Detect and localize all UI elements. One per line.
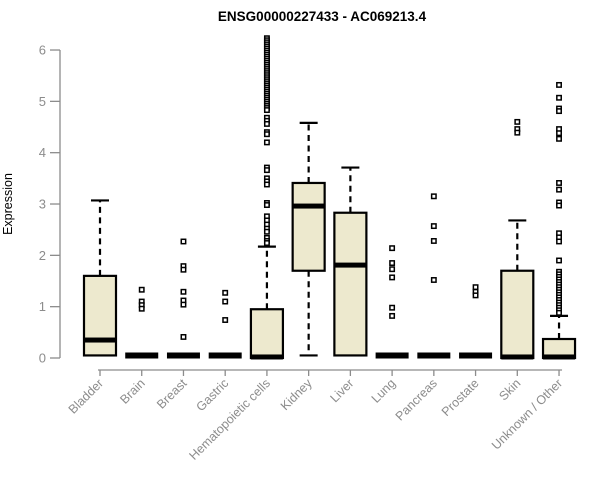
x-tick-label-pancreas: Pancreas xyxy=(393,376,440,423)
y-tick-label: 1 xyxy=(39,299,46,314)
outlier-point-skin xyxy=(514,129,521,136)
median-bladder xyxy=(84,337,116,343)
outlier-point-lung xyxy=(389,312,396,319)
outlier-point-unknown-other xyxy=(556,130,562,137)
outlier-point-pancreas xyxy=(430,277,437,283)
outlier-point-brain xyxy=(138,305,145,312)
outlier-point-lung xyxy=(389,260,396,266)
outlier-point-breast xyxy=(180,238,187,245)
outlier-point-breast xyxy=(180,288,187,295)
x-tick-label-gastric: Gastric xyxy=(193,376,231,414)
outlier-point-hematopoietic-cells xyxy=(263,107,270,114)
y-tick-label: 2 xyxy=(39,248,46,263)
box-skin xyxy=(500,269,535,360)
y-tick-label: 5 xyxy=(39,94,46,109)
x-tick-label-kidney: Kidney xyxy=(278,376,315,413)
zero-box-pancreas xyxy=(417,352,451,359)
outlier-point-unknown-other xyxy=(556,257,562,264)
outlier-point-pancreas xyxy=(430,238,437,244)
boxplot-data-layer xyxy=(82,35,577,360)
outlier-point-unknown-other xyxy=(556,180,562,186)
median-liver xyxy=(334,262,367,268)
outlier-point-hematopoietic-cells xyxy=(263,139,270,146)
y-tick-label: 6 xyxy=(39,43,46,58)
boxplot-brain xyxy=(125,286,159,359)
box-kidney xyxy=(291,181,326,272)
zero-box-prostate xyxy=(459,352,493,359)
outlier-point-hematopoietic-cells xyxy=(263,167,270,174)
outlier-point-unknown-other xyxy=(556,94,562,101)
box-bladder xyxy=(82,274,118,357)
x-tick-label-lung: Lung xyxy=(369,376,399,406)
outlier-point-unknown-other xyxy=(556,186,562,193)
box-liver xyxy=(333,211,368,357)
outlier-point-breast xyxy=(180,301,187,308)
boxplot-unknown-other xyxy=(541,81,577,360)
outlier-point-hematopoietic-cells xyxy=(263,120,270,127)
zero-box-lung xyxy=(375,352,409,359)
x-tick-label-bladder: Bladder xyxy=(66,376,106,416)
x-tick-label-prostate: Prostate xyxy=(439,376,482,419)
outlier-point-prostate xyxy=(472,292,479,299)
outlier-point-hematopoietic-cells xyxy=(263,131,270,138)
boxplot-skin xyxy=(500,118,535,360)
outlier-point-brain xyxy=(138,286,145,293)
outlier-point-gastric xyxy=(222,317,229,323)
outlier-point-breast xyxy=(180,266,187,273)
y-tick-label: 3 xyxy=(39,197,46,212)
boxplot-prostate xyxy=(459,284,493,359)
outlier-point-unknown-other xyxy=(556,108,562,115)
outlier-point-skin xyxy=(514,118,521,125)
zero-box-brain xyxy=(125,352,159,359)
boxplot-hematopoietic-cells xyxy=(249,35,285,360)
outlier-point-unknown-other xyxy=(556,309,562,316)
outlier-point-unknown-other xyxy=(556,202,562,209)
zero-box-gastric xyxy=(208,352,242,359)
boxplot-gastric xyxy=(208,289,242,359)
y-tick-label: 4 xyxy=(39,145,46,160)
x-tick-label-brain: Brain xyxy=(117,376,148,407)
outlier-point-pancreas xyxy=(430,223,437,230)
outlier-point-hematopoietic-cells xyxy=(263,228,270,235)
median-kidney xyxy=(292,203,325,209)
outlier-point-hematopoietic-cells xyxy=(263,181,270,188)
x-tick-label-liver: Liver xyxy=(327,376,356,405)
outlier-point-breast xyxy=(180,334,187,340)
median-hematopoietic-cells xyxy=(250,354,283,360)
outlier-point-unknown-other xyxy=(556,135,562,142)
outlier-point-lung xyxy=(389,304,396,311)
outlier-point-lung xyxy=(389,245,396,252)
box-hematopoietic-cells xyxy=(249,308,285,360)
x-tick-label-breast: Breast xyxy=(154,376,190,412)
outlier-point-hematopoietic-cells xyxy=(263,202,270,208)
x-tick-label-hematopoietic-cells: Hematopoietic cells xyxy=(186,376,273,463)
outlier-point-gastric xyxy=(222,298,229,305)
outlier-point-prostate xyxy=(472,284,479,291)
boxplot-bladder xyxy=(82,199,118,357)
boxplot-pancreas xyxy=(417,193,451,359)
y-axis-label: Expression xyxy=(1,173,15,235)
median-skin xyxy=(501,354,534,360)
outlier-point-unknown-other xyxy=(556,238,562,245)
chart-title: ENSG00000227433 - AC069213.4 xyxy=(218,9,427,24)
boxplot-breast xyxy=(166,238,200,359)
y-tick-label: 0 xyxy=(39,351,46,366)
boxplot-lung xyxy=(375,245,409,359)
outlier-point-pancreas xyxy=(430,193,437,200)
outlier-point-hematopoietic-cells xyxy=(263,240,270,246)
median-unknown-other xyxy=(543,354,576,360)
zero-box-breast xyxy=(166,352,200,359)
boxplot-liver xyxy=(333,166,368,357)
outlier-point-lung xyxy=(389,266,396,273)
outlier-point-unknown-other xyxy=(556,81,562,88)
x-tick-label-unknown-other: Unknown / Other xyxy=(489,376,565,452)
outlier-point-gastric xyxy=(222,289,229,296)
x-tick-label-skin: Skin xyxy=(496,376,523,403)
boxplot-kidney xyxy=(291,121,326,357)
outlier-point-lung xyxy=(389,274,396,281)
